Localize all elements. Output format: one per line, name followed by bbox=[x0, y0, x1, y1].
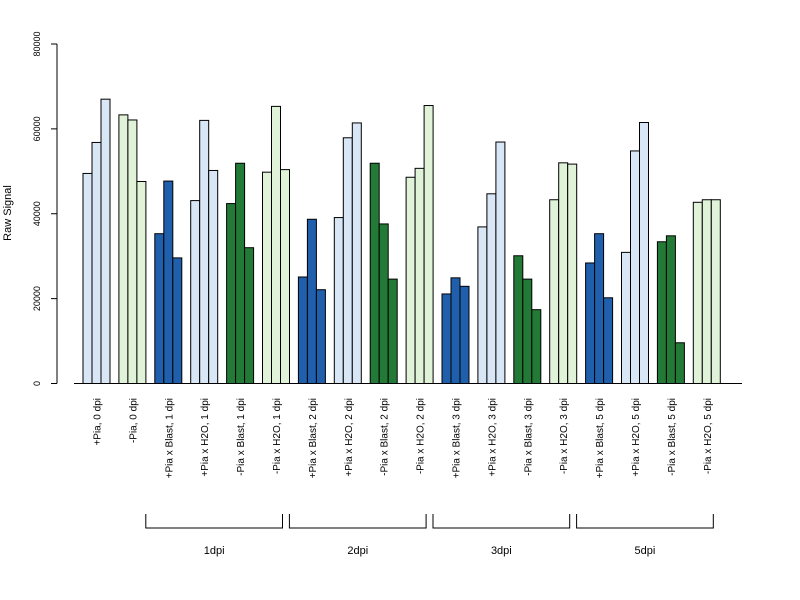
bar bbox=[558, 162, 569, 384]
bar bbox=[630, 150, 640, 384]
x-tick-label: -Pia x H2O, 2 dpi bbox=[416, 398, 427, 474]
x-tick-label: -Pia, 0 dpi bbox=[128, 398, 139, 443]
bar bbox=[405, 176, 416, 384]
x-tick-label: +Pia x Blast, 3 dpi bbox=[452, 398, 463, 478]
bar bbox=[450, 277, 461, 384]
y-tick-label: 40000 bbox=[32, 201, 42, 226]
x-tick-label: +Pia, 0 dpi bbox=[93, 398, 104, 446]
bar bbox=[315, 289, 326, 385]
bar bbox=[531, 309, 542, 384]
x-tick-label: +Pia x Blast, 2 dpi bbox=[308, 398, 319, 478]
bar bbox=[190, 200, 201, 384]
y-tick-label: 80000 bbox=[32, 31, 42, 56]
x-tick-label: -Pia x H2O, 1 dpi bbox=[272, 398, 283, 474]
bar bbox=[459, 285, 470, 384]
bar bbox=[262, 171, 272, 384]
group-brackets: 1dpi 2dpi 3dpi 5dpi bbox=[145, 514, 714, 557]
bar bbox=[567, 163, 578, 384]
x-tick-label: +Pia x H2O, 3 dpi bbox=[487, 398, 498, 477]
bar bbox=[91, 141, 102, 384]
bar bbox=[513, 255, 524, 384]
bar bbox=[118, 114, 129, 384]
bar bbox=[387, 278, 398, 385]
bar bbox=[674, 342, 685, 385]
bar bbox=[414, 167, 425, 384]
bar bbox=[271, 105, 281, 385]
bar bbox=[549, 199, 560, 384]
group-bracket bbox=[288, 514, 427, 529]
bar bbox=[235, 162, 246, 384]
bar bbox=[208, 169, 219, 384]
group-bracket bbox=[432, 514, 571, 529]
bar bbox=[665, 235, 676, 384]
group-bracket bbox=[145, 514, 283, 529]
bar bbox=[423, 105, 434, 385]
bar bbox=[280, 169, 290, 384]
bar bbox=[163, 180, 174, 384]
bar bbox=[701, 199, 712, 384]
bar bbox=[495, 141, 506, 384]
bar bbox=[306, 218, 317, 384]
y-axis-label: Raw Signal bbox=[2, 185, 14, 241]
group-label: 5dpi bbox=[635, 545, 656, 557]
bar bbox=[477, 226, 488, 384]
bar bbox=[369, 162, 380, 384]
bar bbox=[522, 278, 533, 385]
y-tick-label: 20000 bbox=[32, 286, 42, 311]
y-axis: 0 20000 40000 60000 80000 bbox=[32, 31, 58, 386]
x-tick-labels: +Pia, 0 dpi -Pia, 0 dpi +Pia x Blast, 1 dp… bbox=[93, 398, 714, 478]
x-tick-label: -Pia x Blast, 5 dpi bbox=[667, 398, 678, 476]
x-tick-label: -Pia x H2O, 3 dpi bbox=[559, 398, 570, 474]
x-tick-label: +Pia x H2O, 2 dpi bbox=[344, 398, 355, 477]
x-tick-label: -Pia x Blast, 3 dpi bbox=[523, 398, 534, 476]
x-tick-label: -Pia x Blast, 2 dpi bbox=[380, 398, 391, 476]
bar bbox=[226, 203, 237, 384]
group-label: 3dpi bbox=[491, 545, 512, 557]
x-tick-label: +Pia x H2O, 5 dpi bbox=[631, 398, 642, 477]
x-tick-label: -Pia x H2O, 5 dpi bbox=[703, 398, 714, 474]
bar bbox=[136, 180, 147, 384]
bar bbox=[621, 251, 631, 384]
bar bbox=[154, 233, 165, 384]
bars-layer bbox=[82, 98, 721, 385]
bar bbox=[656, 241, 667, 384]
bar bbox=[244, 247, 255, 384]
bar bbox=[351, 122, 362, 384]
bar bbox=[710, 199, 721, 384]
bar bbox=[692, 201, 703, 384]
bar bbox=[172, 257, 183, 385]
x-tick-label: +Pia x Blast, 5 dpi bbox=[595, 398, 606, 478]
y-tick-label: 0 bbox=[32, 381, 42, 386]
group-bracket bbox=[576, 514, 714, 529]
bar bbox=[603, 297, 614, 384]
bar bbox=[594, 233, 605, 384]
bar bbox=[342, 137, 353, 384]
bar bbox=[486, 193, 497, 384]
bar bbox=[82, 172, 93, 384]
group-label: 1dpi bbox=[204, 545, 225, 557]
y-tick-label: 60000 bbox=[32, 116, 42, 141]
x-tick-label: -Pia x Blast, 1 dpi bbox=[236, 398, 247, 476]
bar bbox=[333, 217, 344, 384]
bar bbox=[297, 276, 308, 384]
bar bbox=[100, 98, 111, 384]
bar bbox=[378, 223, 389, 384]
bar bbox=[199, 119, 210, 384]
x-tick-label: +Pia x Blast, 1 dpi bbox=[164, 398, 175, 478]
bar bbox=[127, 119, 138, 384]
bar bbox=[585, 262, 596, 385]
bar bbox=[441, 293, 452, 384]
bar bbox=[639, 122, 649, 385]
x-tick-label: +Pia x H2O, 1 dpi bbox=[200, 398, 211, 477]
group-label: 2dpi bbox=[347, 545, 368, 557]
